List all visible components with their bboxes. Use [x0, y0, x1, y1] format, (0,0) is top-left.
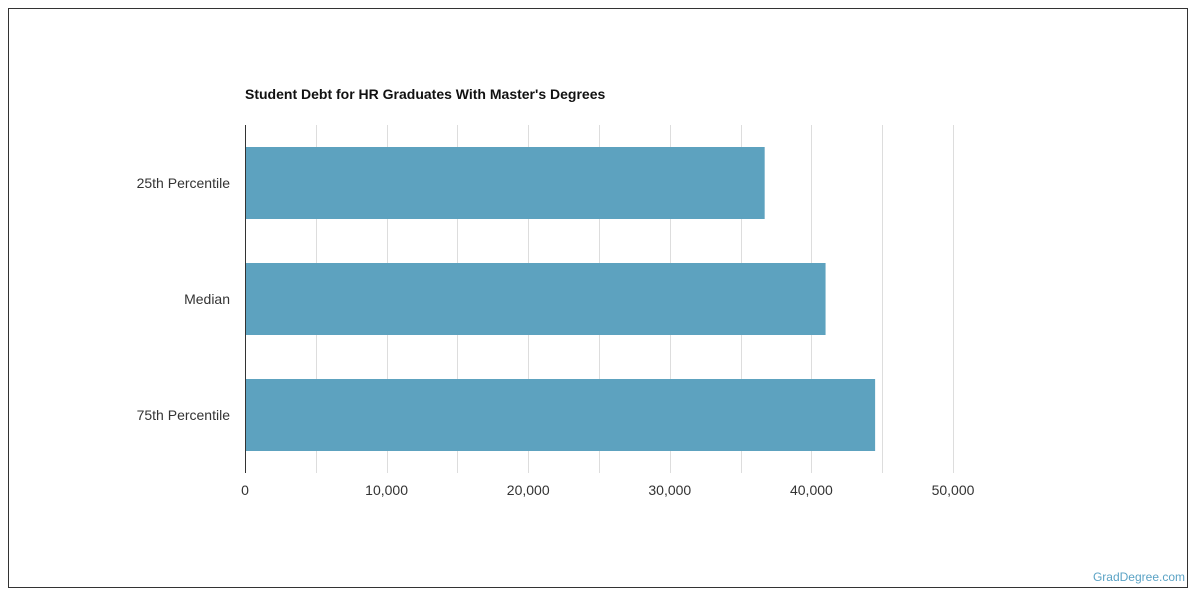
category-label: 75th Percentile — [137, 407, 231, 423]
category-label: Median — [184, 291, 230, 307]
bar — [245, 263, 826, 335]
bar — [245, 379, 876, 451]
chart-title: Student Debt for HR Graduates With Maste… — [245, 86, 606, 102]
x-tick-label: 0 — [241, 482, 249, 498]
watermark-link[interactable]: GradDegree.com — [1092, 570, 1185, 584]
x-tick-label: 30,000 — [648, 482, 691, 498]
x-tick-label: 10,000 — [365, 482, 408, 498]
bar — [245, 147, 765, 219]
category-label: 25th Percentile — [137, 175, 231, 191]
x-tick-label: 40,000 — [790, 482, 833, 498]
x-tick-label: 20,000 — [507, 482, 550, 498]
x-tick-label: 50,000 — [932, 482, 975, 498]
